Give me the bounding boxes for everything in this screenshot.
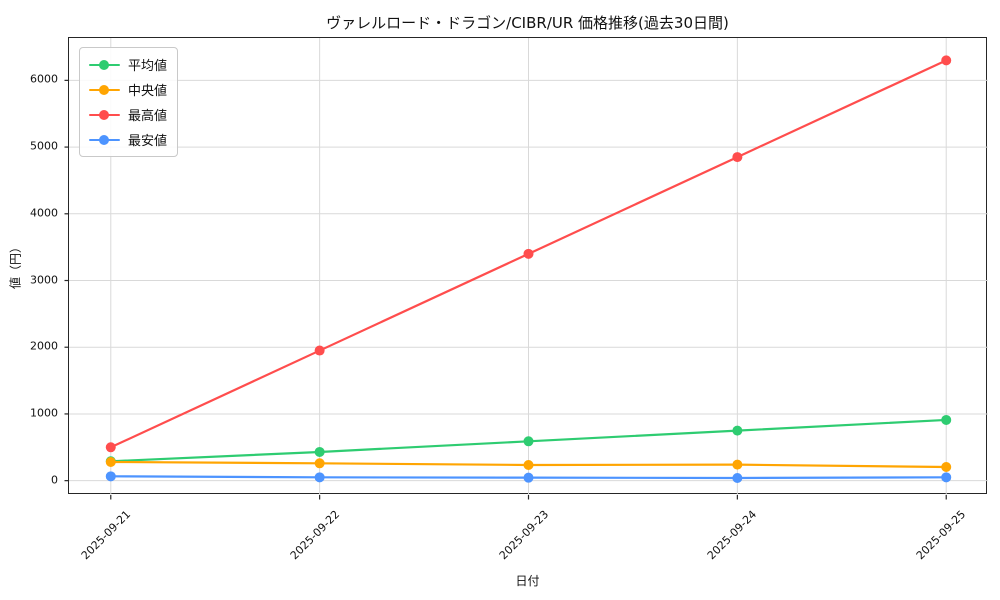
y-tick-label: 6000: [30, 72, 58, 86]
y-tick-label: 2000: [30, 339, 58, 353]
data-point: [523, 472, 534, 483]
data-point: [732, 472, 743, 483]
data-point: [732, 152, 743, 163]
legend-item: 平均値: [89, 55, 167, 74]
legend-line-marker-icon: [89, 134, 120, 145]
legend: 平均値中央値最高値最安値: [79, 47, 179, 157]
data-point: [732, 425, 743, 436]
y-tick-label: 1000: [30, 406, 58, 420]
data-point: [314, 472, 325, 483]
data-point: [732, 459, 743, 470]
legend-item: 中央値: [89, 80, 167, 99]
data-point: [105, 442, 116, 453]
legend-line-marker-icon: [89, 59, 120, 70]
y-tick-label: 4000: [30, 206, 58, 220]
x-tick-label: 2025-09-25: [914, 507, 969, 563]
chart-title: ヴァレルロード・ドラゴン/CIBR/UR 価格推移(過去30日間): [326, 14, 729, 32]
legend-item: 最高値: [89, 105, 167, 124]
x-tick-label: 2025-09-22: [287, 507, 342, 563]
data-point: [523, 248, 534, 259]
legend-line-marker-icon: [89, 109, 120, 120]
legend-item: 最安値: [89, 130, 167, 149]
data-point: [314, 458, 325, 469]
data-point: [105, 456, 116, 467]
legend-label: 平均値: [128, 59, 168, 74]
data-point: [941, 461, 952, 472]
data-point: [523, 436, 534, 447]
legend-line-marker-icon: [89, 84, 120, 95]
data-point: [314, 446, 325, 457]
data-point: [941, 55, 952, 66]
legend-label: 最高値: [128, 109, 168, 124]
x-tick-label: 2025-09-24: [705, 507, 760, 563]
y-tick-label: 5000: [30, 139, 58, 153]
data-point: [941, 472, 952, 483]
plot-area: 平均値中央値最高値最安値: [64, 37, 988, 500]
x-tick-label: 2025-09-21: [78, 507, 133, 563]
legend-label: 中央値: [128, 84, 168, 99]
data-point: [523, 459, 534, 470]
y-tick-label: 0: [51, 473, 58, 487]
y-axis-tick-labels: 0 1000 2000 3000 4000 5000 6000: [0, 37, 61, 494]
y-tick-label: 3000: [30, 273, 58, 286]
data-point: [105, 471, 116, 482]
data-point: [314, 345, 325, 356]
plot-canvas: [64, 38, 988, 500]
data-point: [941, 414, 952, 425]
legend-label: 最安値: [128, 134, 168, 149]
x-tick-label: 2025-09-23: [496, 507, 551, 563]
x-axis-title: 日付: [515, 574, 540, 588]
